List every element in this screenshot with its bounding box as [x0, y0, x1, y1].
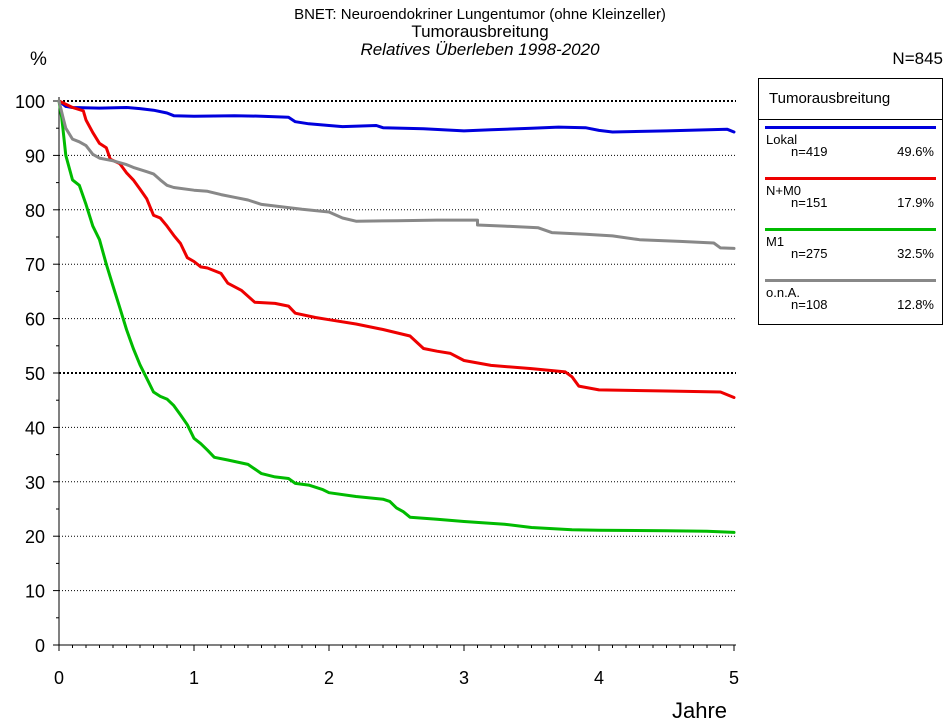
legend-swatch	[765, 228, 936, 231]
legend-entries: Lokal n=419 49.6% N+M0 n=151 17.9% M1 n=275 32.5…	[759, 120, 942, 324]
y-tick-label-50: 50	[25, 364, 45, 384]
x-tick-label-0: 0	[54, 668, 64, 688]
legend-series-name: Lokal	[766, 132, 798, 147]
y-tick-label-70: 70	[25, 255, 45, 275]
legend-series-pct: 49.6%	[897, 144, 934, 159]
axes	[53, 97, 736, 651]
legend-swatch	[765, 177, 936, 180]
x-tick-label-3: 3	[459, 668, 469, 688]
legend-swatch	[765, 126, 936, 129]
y-tick-label-30: 30	[25, 473, 45, 493]
y-tick-label-90: 90	[25, 146, 45, 166]
series-line-o-n-a-	[57, 99, 736, 250]
legend-entry: M1 n=275 32.5%	[759, 222, 942, 273]
legend-series-name: o.n.A.	[766, 285, 800, 300]
chart-title-block: BNET: Neuroendokriner Lungentumor (ohne …	[180, 7, 780, 58]
chart-subtitle: Tumorausbreitung	[411, 21, 549, 41]
total-count: N=845	[892, 49, 943, 68]
series-line-n-m0	[57, 99, 736, 399]
legend-title: Tumorausbreitung	[759, 79, 942, 120]
y-axis-label: %	[30, 49, 47, 70]
legend-series-n: n=108	[791, 297, 828, 312]
legend-entry: o.n.A. n=108 12.8%	[759, 273, 942, 324]
legend-series-n: n=275	[791, 246, 828, 261]
chart-period: Relatives Überleben 1998-2020	[360, 39, 600, 59]
legend: Tumorausbreitung Lokal n=419 49.6% N+M0 n=15…	[758, 78, 943, 325]
x-tick-label-1: 1	[189, 668, 199, 688]
tick-labels: 0 10 20 30 40 50 60 70 80 90 100 0 1 2 3 4 5	[15, 92, 739, 688]
y-tick-label-100: 100	[15, 92, 45, 112]
y-tick-label-60: 60	[25, 310, 45, 330]
legend-series-n: n=419	[791, 144, 828, 159]
y-tick-label-10: 10	[25, 582, 45, 602]
x-tick-label-4: 4	[594, 668, 604, 688]
legend-series-pct: 17.9%	[897, 195, 934, 210]
x-axis-label: Jahre	[672, 698, 728, 723]
x-tick-label-2: 2	[324, 668, 334, 688]
series-line-m1	[57, 99, 736, 534]
legend-swatch	[765, 279, 936, 282]
legend-entry: Lokal n=419 49.6%	[759, 120, 942, 171]
y-tick-label-40: 40	[25, 418, 45, 438]
y-tick-label-80: 80	[25, 201, 45, 221]
chart-title: BNET: Neuroendokriner Lungentumor (ohne …	[294, 6, 666, 23]
legend-series-name: M1	[766, 234, 785, 249]
gridlines	[59, 100, 736, 592]
legend-series-pct: 12.8%	[897, 297, 934, 312]
y-tick-label-0: 0	[35, 636, 45, 656]
legend-entry: N+M0 n=151 17.9%	[759, 171, 942, 222]
legend-series-pct: 32.5%	[897, 246, 934, 261]
y-tick-label-20: 20	[25, 527, 45, 547]
legend-series-name: N+M0	[766, 183, 802, 198]
series-lines	[57, 99, 736, 534]
legend-series-n: n=151	[791, 195, 828, 210]
x-tick-label-5: 5	[729, 668, 739, 688]
series-line-lokal	[57, 99, 736, 134]
